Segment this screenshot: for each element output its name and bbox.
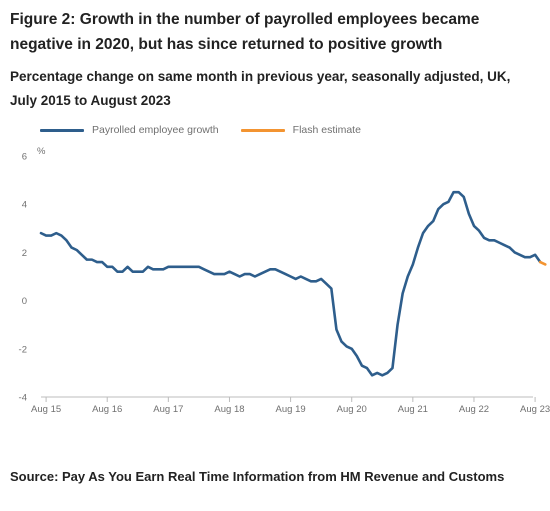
x-tick-label: Aug 22 [459,404,489,415]
x-tick-label: Aug 16 [92,404,122,415]
y-tick-label: -2 [19,344,27,355]
legend-item-payrolled[interactable]: Payrolled employee growth [40,124,219,136]
series-line-payrolled [39,190,542,377]
legend-item-flash[interactable]: Flash estimate [240,124,361,136]
y-tick-label: 4 [22,200,27,211]
y-tick-label: 2 [22,248,27,259]
legend-swatch-flash [240,128,285,132]
x-tick-label: Aug 19 [276,404,306,415]
x-tick-label: Aug 23 [520,404,550,415]
x-tick-label: Aug 20 [337,404,367,415]
series-line-flash-estimate [538,260,547,266]
x-tick-label: Aug 15 [31,404,61,415]
y-tick-label: 6 [22,152,27,163]
legend-label-flash: Flash estimate [292,124,361,136]
chart-title: Figure 2: Growth in the number of payrol… [10,11,480,53]
x-tick-label: Aug 21 [398,404,428,415]
source-note: Source: Pay As You Earn Real Time Inform… [10,469,505,484]
y-tick-label: -4 [19,393,27,404]
x-tick-label: Aug 18 [214,404,244,415]
legend-label-payrolled: Payrolled employee growth [92,124,219,136]
x-tick-label: Aug 17 [153,404,183,415]
y-tick-label: 0 [22,296,27,307]
legend: Payrolled employee growth Flash estimate [40,122,383,138]
legend-swatch-payrolled [40,128,84,132]
y-axis-label: % [37,146,46,157]
chart-subtitle: Percentage change on same month in previ… [10,69,511,108]
line-chart: 6 4 2 0 -2 -4% Aug 15 Aug 16 Aug 17 Aug 18 Aug 19 A… [19,146,550,415]
